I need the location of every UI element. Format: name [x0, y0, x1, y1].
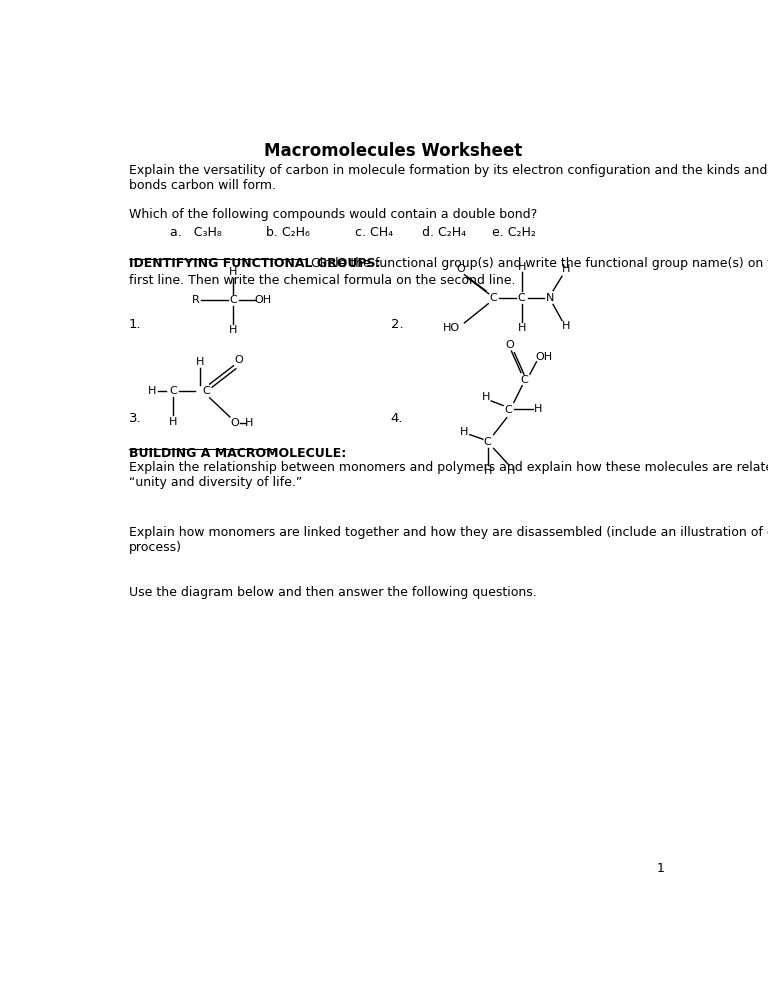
Text: H: H [245, 418, 253, 428]
Text: H: H [534, 404, 542, 414]
Text: a.   C₃H₈: a. C₃H₈ [170, 227, 222, 240]
Text: H: H [196, 357, 204, 367]
Text: H: H [483, 466, 492, 476]
Text: O: O [230, 418, 239, 428]
Text: N: N [546, 292, 554, 302]
Text: 1.: 1. [129, 318, 141, 331]
Text: Use the diagram below and then answer the following questions.: Use the diagram below and then answer th… [129, 586, 537, 599]
Text: Which of the following compounds would contain a double bond?: Which of the following compounds would c… [129, 208, 537, 221]
Text: C: C [504, 406, 511, 415]
Text: H: H [459, 426, 468, 436]
Text: first line. Then write the chemical formula on the second line.: first line. Then write the chemical form… [129, 274, 515, 287]
Text: C: C [489, 292, 497, 302]
Text: H: H [229, 267, 237, 277]
Text: 2.: 2. [391, 318, 403, 331]
Text: Macromolecules Worksheet: Macromolecules Worksheet [264, 142, 523, 160]
Text: d. C₂H₄: d. C₂H₄ [422, 227, 466, 240]
Text: b. C₂H₆: b. C₂H₆ [266, 227, 310, 240]
Text: e. C₂H₂: e. C₂H₂ [492, 227, 536, 240]
Text: Circle the functional group(s) and write the functional group name(s) on the: Circle the functional group(s) and write… [307, 257, 768, 270]
Text: R: R [191, 295, 199, 305]
Text: H: H [518, 262, 526, 272]
Text: C: C [484, 437, 492, 447]
Text: C: C [521, 375, 528, 385]
Text: Explain how monomers are linked together and how they are disassembled (include : Explain how monomers are linked together… [129, 527, 768, 555]
Text: H: H [482, 392, 490, 403]
Text: HO: HO [443, 323, 460, 333]
Text: O: O [234, 356, 243, 366]
Text: C: C [170, 386, 177, 396]
Text: BUILDING A MACROMOLECULE:: BUILDING A MACROMOLECULE: [129, 447, 346, 460]
Text: 3.: 3. [129, 412, 141, 424]
Text: H: H [562, 264, 571, 274]
Text: Explain the versatility of carbon in molecule formation by its electron configur: Explain the versatility of carbon in mol… [129, 164, 768, 192]
Text: H: H [562, 321, 571, 331]
Text: O: O [456, 264, 465, 274]
Text: C: C [229, 295, 237, 305]
Text: OH: OH [254, 295, 271, 305]
Text: C: C [202, 386, 210, 396]
Text: c. CH₄: c. CH₄ [355, 227, 393, 240]
Text: Explain the relationship between monomers and polymers and explain how these mol: Explain the relationship between monomer… [129, 460, 768, 489]
Text: H: H [518, 323, 526, 333]
Text: H: H [148, 386, 157, 396]
Text: 4.: 4. [391, 412, 403, 424]
Text: OH: OH [535, 352, 552, 362]
Text: IDENTIFYING FUNCTIONAL GROUPS:: IDENTIFYING FUNCTIONAL GROUPS: [129, 257, 380, 270]
Text: O: O [505, 340, 514, 350]
Text: H: H [229, 325, 237, 335]
Text: H: H [507, 466, 515, 476]
Text: C: C [518, 292, 525, 302]
Text: 1: 1 [657, 863, 664, 876]
Text: H: H [169, 416, 177, 426]
